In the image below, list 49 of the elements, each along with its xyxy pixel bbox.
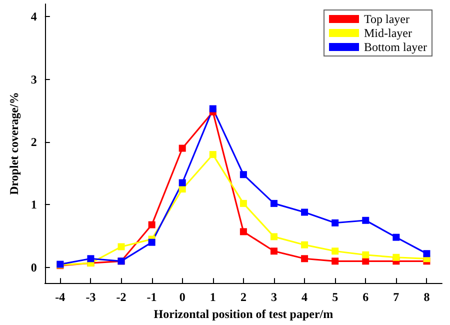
- point: [87, 255, 94, 262]
- y-tick-label: 0: [30, 260, 37, 274]
- point: [362, 251, 370, 258]
- point: [240, 200, 247, 207]
- legend-label: Top layer: [364, 12, 410, 26]
- point: [270, 248, 278, 255]
- x-tick-label: 8: [424, 290, 430, 304]
- point: [362, 216, 370, 224]
- point: [301, 255, 308, 262]
- x-tick-label: 6: [362, 290, 369, 304]
- legend-label: Mid-layer: [364, 26, 412, 40]
- point: [178, 144, 186, 152]
- point: [178, 179, 186, 186]
- x-tick-label: -4: [55, 290, 66, 304]
- point: [301, 208, 308, 216]
- x-axis-title: Horizontal position of test paper/m: [154, 307, 334, 321]
- point: [209, 151, 216, 158]
- x-tick-label: 3: [270, 290, 277, 304]
- point: [118, 243, 125, 250]
- x-tick-label: -2: [116, 290, 126, 304]
- x-tick-label: 5: [332, 290, 338, 304]
- point: [392, 234, 400, 241]
- x-tick-label: -3: [86, 290, 96, 304]
- point: [332, 219, 339, 226]
- point: [240, 171, 247, 178]
- point: [423, 250, 430, 258]
- y-axis-title: Droplet coverage/%: [7, 92, 21, 195]
- x-tick-label: 4: [302, 290, 308, 304]
- y-tick-label: 3: [30, 72, 37, 86]
- legend-label: Bottom layer: [364, 40, 428, 54]
- point: [148, 221, 156, 228]
- x-tick-label: 2: [240, 290, 246, 304]
- y-tick-label: 1: [30, 198, 37, 212]
- x-tick-label: -1: [146, 290, 157, 304]
- x-tick-label: 1: [210, 290, 216, 304]
- y-tick-label: 2: [30, 134, 37, 149]
- y-tick-label: 4: [30, 10, 37, 24]
- point: [240, 228, 247, 236]
- point: [392, 254, 400, 261]
- point: [332, 258, 339, 265]
- point: [270, 200, 278, 207]
- point: [332, 248, 339, 255]
- point: [148, 238, 156, 246]
- point: [270, 233, 278, 240]
- point: [209, 105, 216, 112]
- point: [301, 241, 308, 248]
- x-tick-label: 0: [179, 290, 186, 304]
- x-tick-label: 7: [393, 290, 400, 304]
- point: [178, 186, 186, 193]
